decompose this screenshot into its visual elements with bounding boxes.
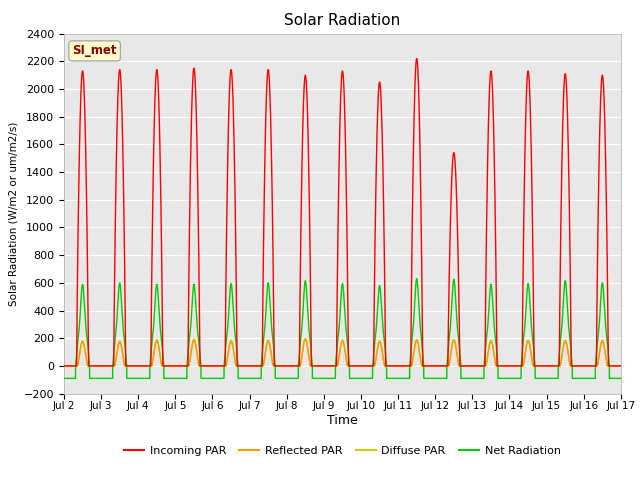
Text: SI_met: SI_met [72,44,117,58]
X-axis label: Time: Time [327,414,358,427]
Title: Solar Radiation: Solar Radiation [284,13,401,28]
Y-axis label: Solar Radiation (W/m2 or um/m2/s): Solar Radiation (W/m2 or um/m2/s) [8,121,18,306]
Legend: Incoming PAR, Reflected PAR, Diffuse PAR, Net Radiation: Incoming PAR, Reflected PAR, Diffuse PAR… [120,441,565,460]
